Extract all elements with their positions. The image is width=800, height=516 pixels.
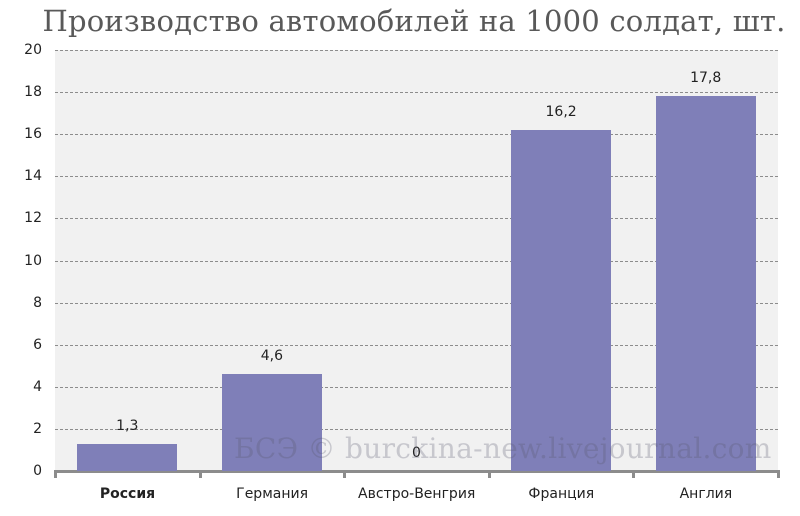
x-tick-label: Германия	[236, 486, 309, 502]
y-tick-label: 20	[24, 42, 42, 58]
data-label: 16,2	[545, 103, 577, 120]
y-tick-label: 8	[33, 294, 42, 311]
x-tick	[54, 470, 57, 478]
data-label: 0	[412, 445, 421, 461]
bar-0	[77, 443, 178, 471]
x-tick-label: Франция	[528, 486, 595, 502]
x-tick	[487, 470, 491, 478]
x-tick	[777, 470, 780, 478]
data-label: 4,6	[260, 348, 284, 365]
gridline	[55, 134, 778, 136]
gridline	[55, 92, 778, 94]
gridline	[55, 50, 778, 51]
watermark: БСЭ © burckina-new.livejournal.com	[234, 432, 772, 465]
x-tick-label: Англия	[679, 486, 733, 502]
y-tick-label: 0	[33, 463, 42, 479]
gridline	[55, 428, 778, 430]
y-tick-label: 6	[33, 336, 42, 353]
chart-title: Производство автомобилей на 1000 солдат,…	[42, 4, 786, 38]
gridline	[55, 218, 778, 220]
gridline	[55, 176, 778, 178]
x-tick	[198, 470, 202, 478]
x-tick	[343, 470, 347, 478]
gridline	[55, 260, 778, 262]
x-axis-line	[55, 470, 778, 473]
y-tick-label: 14	[24, 168, 42, 185]
bar-1	[221, 374, 322, 471]
gridline	[55, 344, 778, 346]
bar-4	[655, 96, 756, 471]
x-tick-label: Россия	[99, 486, 156, 502]
y-tick-label: 16	[24, 126, 42, 143]
x-tick	[632, 470, 636, 478]
y-tick-label: 18	[24, 84, 42, 101]
y-tick-label: 2	[33, 420, 42, 437]
y-tick-label: 12	[24, 210, 42, 227]
gridline	[55, 386, 778, 388]
y-tick-label: 10	[24, 252, 42, 269]
x-tick-label: Австро-Венгрия	[358, 486, 476, 502]
bar-3	[511, 129, 612, 471]
y-tick-label: 4	[33, 378, 42, 395]
data-label: 17,8	[690, 70, 722, 87]
gridline	[55, 302, 778, 304]
data-label: 1,3	[116, 417, 139, 434]
